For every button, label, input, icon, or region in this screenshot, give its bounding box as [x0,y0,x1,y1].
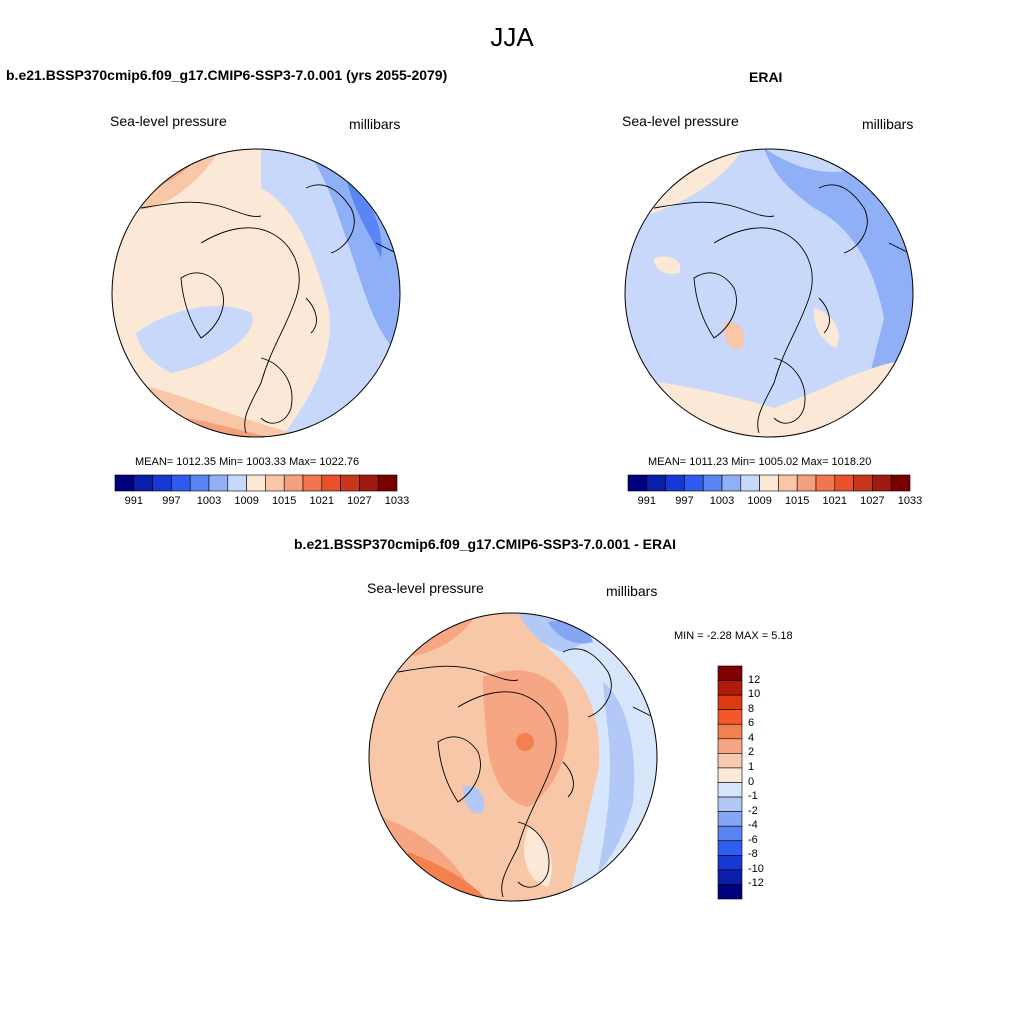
colorbar-swatch [872,474,892,492]
panel-2-stats: MEAN= 1011.23 Min= 1005.02 Max= 1018.20 [648,456,872,468]
colorbar-swatch [283,474,304,492]
colorbar-swatch [114,474,135,492]
colorbar-swatch [717,709,743,725]
colorbar-swatch [717,811,743,827]
colorbar-swatch [246,474,266,492]
colorbar-tick-label: 1 [748,760,755,773]
colorbar-swatch [717,767,743,783]
colorbar-tick-label: 1033 [897,495,923,507]
colorbar-swatch [717,855,743,871]
colorbar-swatch [815,474,836,492]
colorbar-swatch [717,723,743,740]
panel-1-variable-label: Sea-level pressure [110,113,227,129]
panel-3-variable-label: Sea-level pressure [367,580,484,596]
colorbar-swatch [665,474,685,492]
colorbar-tick-label: 1003 [196,495,222,507]
colorbar-swatch [717,869,743,885]
colorbar-tick-label: 1009 [747,495,772,507]
colorbar-tick-label: 1027 [347,495,372,507]
colorbar-swatch [717,796,743,812]
colorbar-swatch [377,474,398,492]
colorbar-swatch [717,753,743,769]
panel-1-colorbar [114,474,398,492]
colorbar-tick-label: -2 [748,804,758,817]
panel-3-stats: MIN = -2.28 MAX = 5.18 [674,630,793,642]
colorbar-tick-label: 6 [748,717,755,730]
colorbar-swatch [717,840,743,856]
panel-2-map [624,148,914,438]
colorbar-swatch [340,474,360,492]
colorbar-tick-label: 4 [748,731,755,744]
colorbar-swatch [717,665,743,681]
colorbar-tick-label: 1003 [709,495,735,507]
panel-1-units-label: millibars [349,116,401,132]
colorbar-tick-label: -10 [748,862,764,875]
colorbar-tick-label: 997 [675,495,694,507]
colorbar-tick-label: 1015 [784,495,810,507]
colorbar-swatch [171,474,191,492]
colorbar-tick-label: -8 [748,848,758,861]
colorbar-swatch [834,474,854,492]
colorbar-swatch [646,474,666,492]
colorbar-swatch [227,474,247,492]
colorbar-swatch [717,738,743,754]
colorbar-swatch [302,474,323,492]
colorbar-tick-label: 1033 [384,495,410,507]
panel-1-title: b.e21.BSSP370cmip6.f09_g17.CMIP6-SSP3-7.… [6,67,448,83]
colorbar-swatch [717,694,743,710]
colorbar-swatch [208,474,229,492]
colorbar-tick-label: 0 [748,775,755,788]
colorbar-tick-label: -6 [748,833,758,846]
panel-2-colorbar [627,474,911,492]
colorbar-tick-label: -4 [748,819,758,832]
colorbar-swatch [796,474,817,492]
colorbar-swatch [890,474,911,492]
panel-3-map [368,612,658,902]
colorbar-swatch [778,474,798,492]
panel-2-title: ERAI [749,69,783,85]
colorbar-tick-label: 991 [637,495,656,507]
panel-1-stats: MEAN= 1012.35 Min= 1003.33 Max= 1022.76 [135,456,360,468]
colorbar-swatch [152,474,172,492]
colorbar-swatch [853,474,873,492]
panel-1-map [111,148,401,438]
colorbar-tick-label: 2 [748,746,755,759]
colorbar-tick-label: 1027 [860,495,885,507]
colorbar-tick-label: -12 [748,877,764,890]
colorbar-swatch [740,474,760,492]
colorbar-tick-label: 8 [748,702,755,715]
panel-3-colorbar [717,665,743,900]
panel-2-variable-label: Sea-level pressure [622,113,739,129]
colorbar-swatch [717,782,743,798]
colorbar-swatch [702,474,723,492]
colorbar-swatch [265,474,285,492]
colorbar-swatch [759,474,779,492]
colorbar-swatch [321,474,341,492]
colorbar-swatch [717,825,743,842]
colorbar-swatch [133,474,153,492]
panel-3-units-label: millibars [606,583,658,599]
colorbar-swatch [684,474,704,492]
colorbar-tick-label: 1021 [309,495,335,507]
colorbar-tick-label: 10 [748,688,761,701]
colorbar-swatch [627,474,648,492]
colorbar-swatch [717,680,743,696]
colorbar-swatch [189,474,210,492]
figure-title: JJA [490,22,534,52]
colorbar-tick-label: -1 [748,790,758,803]
colorbar-tick-label: 12 [748,673,761,686]
colorbar-swatch [359,474,379,492]
colorbar-tick-label: 1009 [234,495,259,507]
colorbar-swatch [717,884,743,900]
panel-3-title: b.e21.BSSP370cmip6.f09_g17.CMIP6-SSP3-7.… [294,536,677,552]
colorbar-tick-label: 1015 [271,495,297,507]
colorbar-tick-label: 991 [124,495,143,507]
colorbar-tick-label: 1021 [822,495,848,507]
panel-2-units-label: millibars [862,116,914,132]
colorbar-swatch [721,474,742,492]
colorbar-tick-label: 997 [162,495,181,507]
